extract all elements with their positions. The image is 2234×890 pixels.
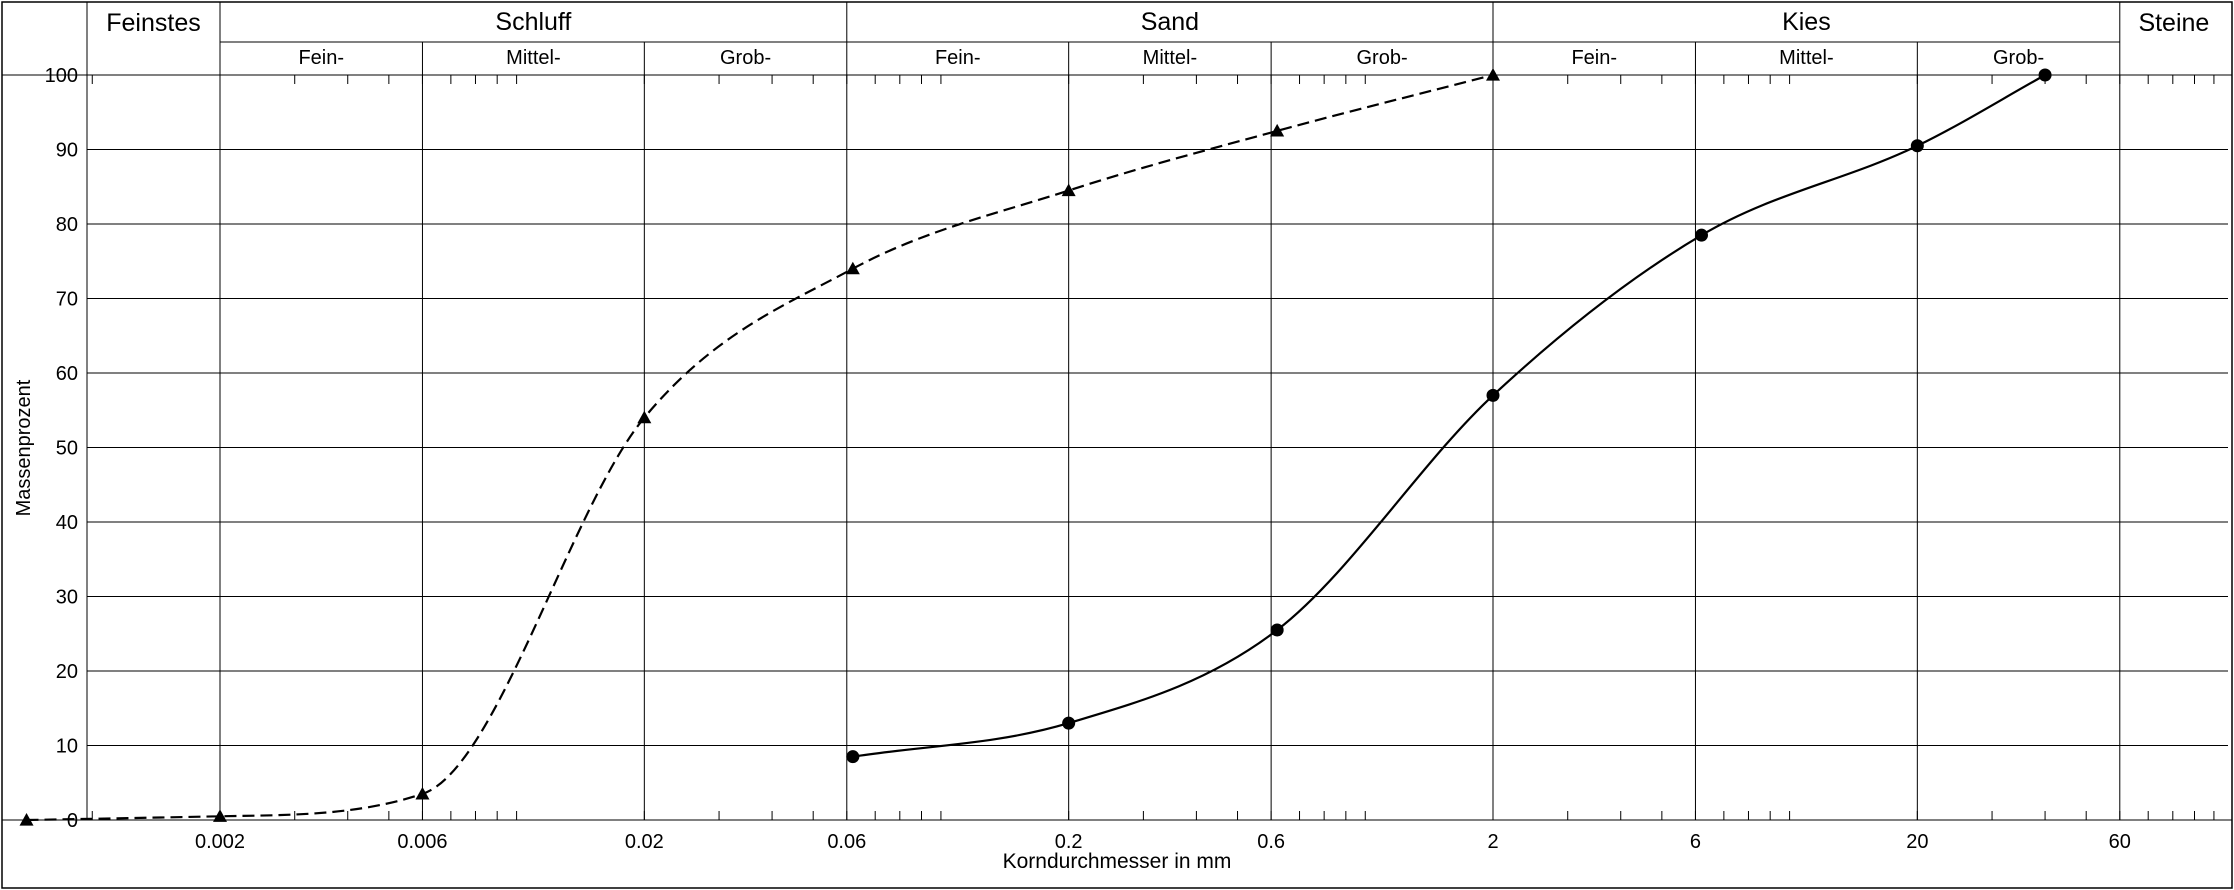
x-tick-label: 0.002 bbox=[195, 831, 245, 853]
x-tick-label: 6 bbox=[1690, 831, 1701, 853]
y-tick-label: 50 bbox=[56, 438, 78, 460]
soil-subclass-label: Fein- bbox=[1571, 47, 1617, 69]
data-point-circle bbox=[1910, 139, 1924, 153]
y-tick-label: 70 bbox=[56, 289, 78, 311]
soil-class-label: Schluff bbox=[495, 8, 571, 36]
y-axis-label: Massenprozent bbox=[13, 379, 35, 516]
y-tick-label: 20 bbox=[56, 661, 78, 683]
data-point-circle bbox=[1695, 228, 1709, 242]
soil-subclass-label: Grob- bbox=[1993, 47, 2044, 69]
data-point-triangle bbox=[19, 813, 34, 826]
data-point-triangle bbox=[637, 410, 652, 424]
soil-class-label: Kies bbox=[1782, 8, 1831, 36]
soil-class-label: Sand bbox=[1141, 8, 1199, 36]
soil-subclass-label: Mittel- bbox=[1143, 47, 1197, 69]
y-tick-label: 10 bbox=[56, 736, 78, 758]
series-line-circle bbox=[852, 74, 2046, 758]
y-tick-label: 100 bbox=[45, 65, 78, 87]
x-tick-label: 0.02 bbox=[625, 831, 664, 853]
y-tick-label: 90 bbox=[56, 140, 78, 162]
axes: 0 10 20 30 40 50 60 70 80 90 100 0.002 0.006 0.02 0.06… bbox=[45, 65, 2131, 853]
data-point-circle bbox=[2038, 68, 2052, 82]
soil-subclass-label: Fein- bbox=[935, 47, 981, 69]
data-point-circle bbox=[1486, 388, 1500, 402]
x-tick-label: 0.6 bbox=[1257, 831, 1285, 853]
y-tick-label: 80 bbox=[56, 214, 78, 236]
data-point-triangle bbox=[1061, 183, 1076, 197]
soil-subclass-label: Mittel- bbox=[1779, 47, 1833, 69]
soil-subclass-label: Grob- bbox=[720, 47, 771, 69]
data-point-triangle bbox=[1486, 68, 1500, 81]
data-point-triangle bbox=[415, 786, 430, 800]
series-line-triangle bbox=[26, 73, 1494, 822]
data-point-triangle bbox=[845, 261, 860, 275]
soil-subclass-label: Mittel- bbox=[506, 47, 560, 69]
y-tick-label: 40 bbox=[56, 512, 78, 534]
data-point-circle bbox=[846, 750, 860, 764]
soil-class-label: Steine bbox=[2138, 9, 2209, 37]
y-tick-label: 30 bbox=[56, 587, 78, 609]
y-tick-label: 0 bbox=[67, 810, 78, 832]
x-axis-label: Korndurchmesser in mm bbox=[1003, 850, 1232, 873]
x-tick-label: 2 bbox=[1487, 831, 1498, 853]
x-tick-label: 0.2 bbox=[1055, 831, 1083, 853]
data-point-triangle bbox=[1270, 123, 1285, 137]
data-point-circle bbox=[1270, 623, 1284, 637]
soil-subclass-label: Fein- bbox=[298, 47, 344, 69]
grid bbox=[87, 2, 2228, 820]
soil-class-label: Feinstes bbox=[106, 9, 200, 37]
soil-class-header: Feinstes Schluff Fein- Mittel- Grob- Sand Fein… bbox=[106, 8, 2209, 69]
data-point-triangle bbox=[213, 809, 227, 822]
data-point-circle bbox=[1062, 716, 1076, 730]
data-series bbox=[19, 68, 2052, 826]
x-tick-label: 20 bbox=[1906, 831, 1928, 853]
x-tick-label: 0.06 bbox=[827, 831, 866, 853]
soil-subclass-label: Grob- bbox=[1357, 47, 1408, 69]
x-tick-label: 0.006 bbox=[397, 831, 447, 853]
y-tick-label: 60 bbox=[56, 363, 78, 385]
x-tick-label: 60 bbox=[2109, 831, 2131, 853]
